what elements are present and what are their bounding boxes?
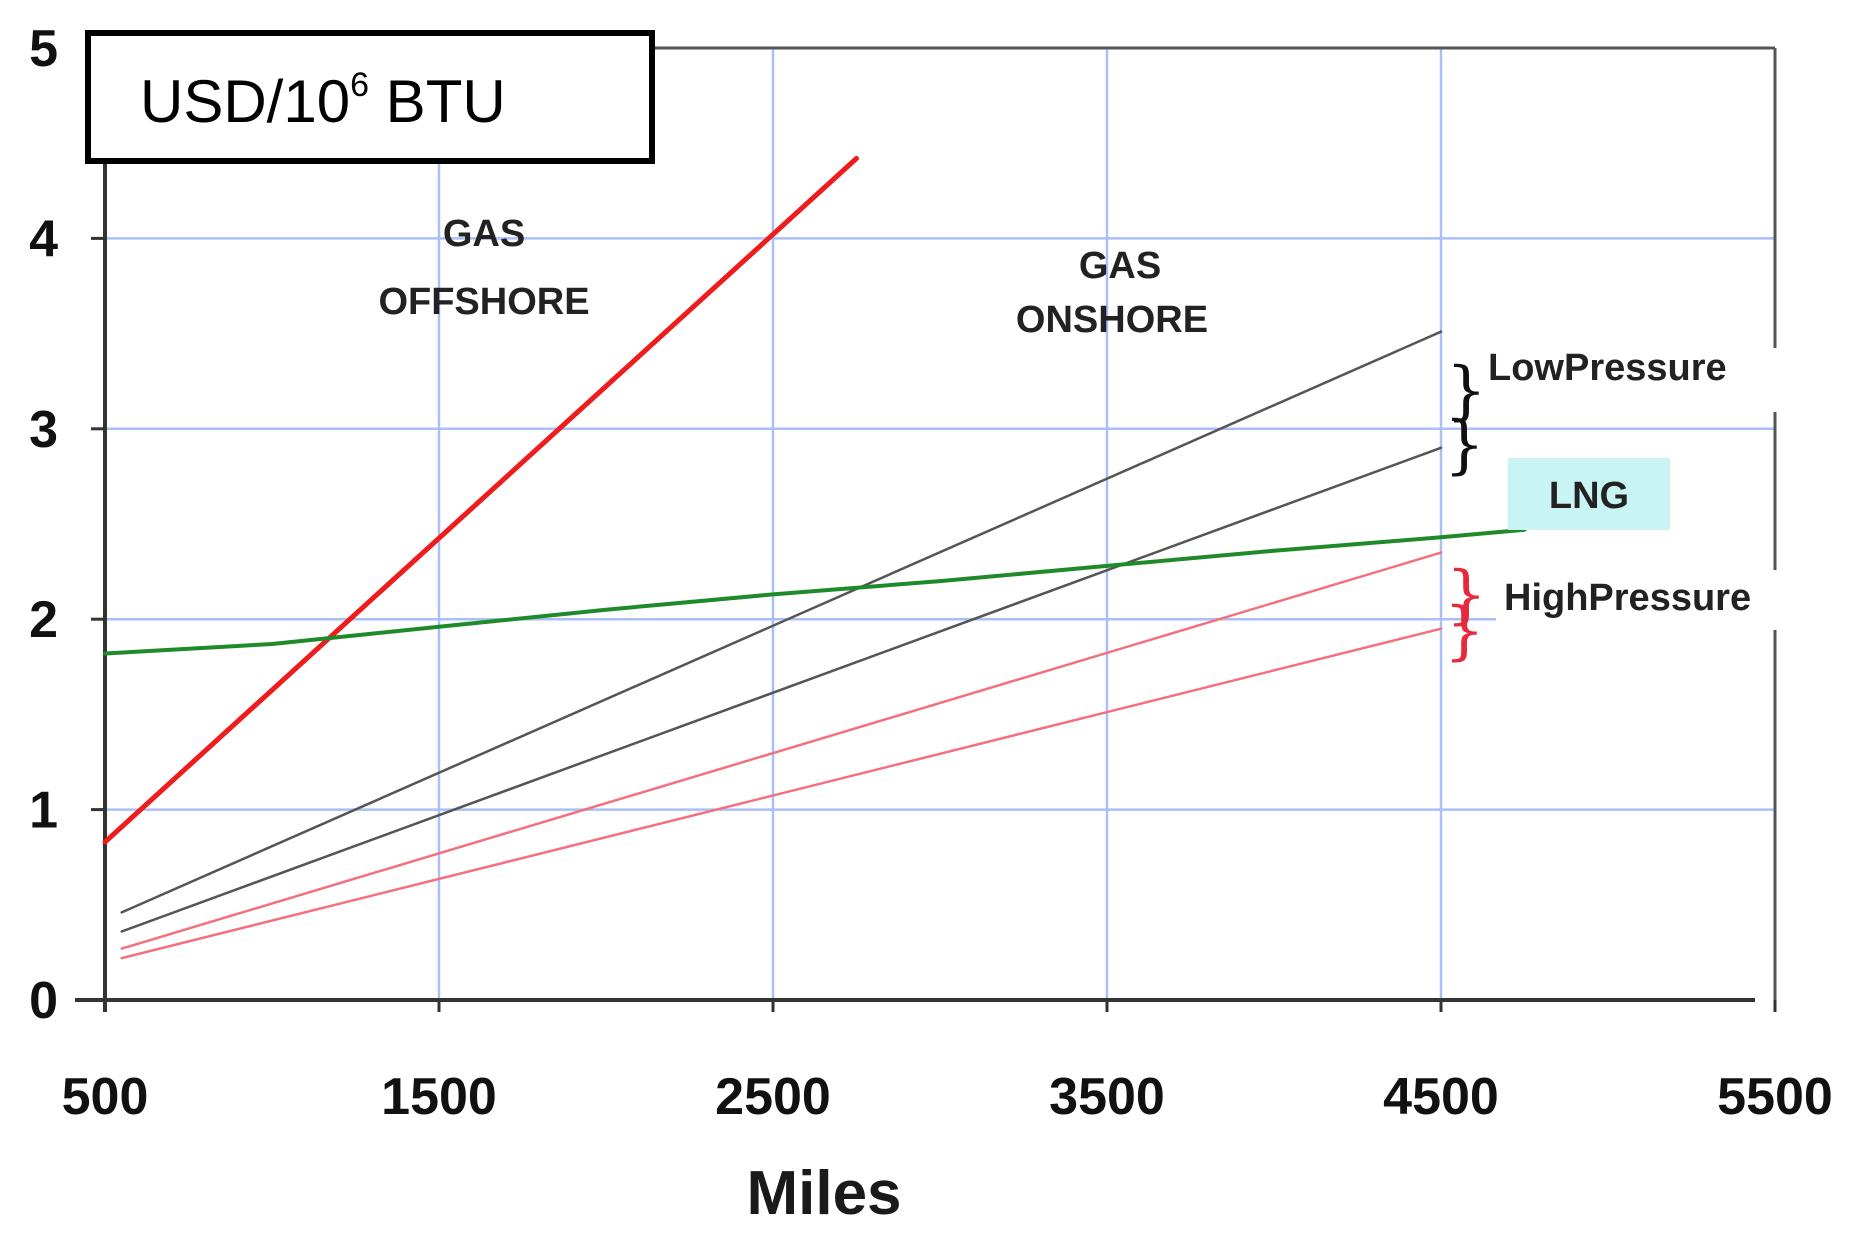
unit-label-sup: 6 — [350, 66, 369, 104]
axes — [75, 46, 1777, 1012]
unit-label-main: USD/10 — [140, 68, 350, 135]
y-tick-label-0: 0 — [29, 972, 58, 1030]
annotation-gas-onshore-line1: GAS — [1079, 245, 1161, 287]
series — [102, 155, 1527, 960]
annotation-lng-bg — [1508, 458, 1670, 530]
x-tick-label-3500: 3500 — [1049, 1068, 1165, 1126]
brace-high-pressure-lower: } — [1444, 594, 1485, 668]
brace-low-pressure-lower: } — [1444, 408, 1485, 482]
series-line-high-pressure-upper — [120, 551, 1443, 950]
x-tick-label-5500: 5500 — [1717, 1068, 1833, 1126]
series-line-lng — [103, 527, 1527, 656]
unit-label-tail: BTU — [369, 68, 506, 135]
x-tick-label-500: 500 — [62, 1068, 149, 1126]
x-tick-label-4500: 4500 — [1383, 1068, 1499, 1126]
annotation-high-pressure-bg — [1496, 570, 1806, 630]
annotation-gas-offshore-line2: OFFSHORE — [378, 281, 589, 323]
series-line-low-pressure-lower — [120, 446, 1443, 933]
annotation-low-pressure: LowPressure — [1488, 347, 1727, 389]
unit-label: USD/106 BTU — [140, 66, 506, 135]
series-line-high-pressure-lower — [120, 627, 1443, 960]
series-line-low-pressure-upper — [120, 330, 1443, 914]
y-tick-label-5: 5 — [29, 20, 58, 78]
brace-low-pressure-upper: } — [1446, 354, 1487, 428]
x-tick-label-2500: 2500 — [715, 1068, 831, 1126]
unit-label-box: USD/106 BTU — [85, 30, 655, 164]
annotation-gas-offshore-line1: GAS — [443, 213, 525, 255]
brace-high-pressure-upper: } — [1446, 558, 1487, 632]
series-line-gas-offshore — [102, 155, 859, 845]
annotation-gas-onshore-line2: ONSHORE — [1016, 299, 1208, 341]
y-tick-label-1: 1 — [29, 782, 58, 840]
annotation-high-pressure: HighPressure — [1504, 577, 1751, 619]
y-tick-label-2: 2 — [29, 591, 58, 649]
y-tick-label-4: 4 — [29, 210, 58, 268]
x-tick-label-1500: 1500 — [381, 1068, 497, 1126]
y-tick-label-3: 3 — [29, 401, 58, 459]
annotation-lng: LNG — [1549, 475, 1629, 517]
grid — [105, 48, 1775, 1000]
x-axis-title: Miles — [746, 1159, 901, 1228]
unit-label-frame — [85, 30, 655, 164]
annotation-low-pressure-bg — [1482, 348, 1782, 412]
